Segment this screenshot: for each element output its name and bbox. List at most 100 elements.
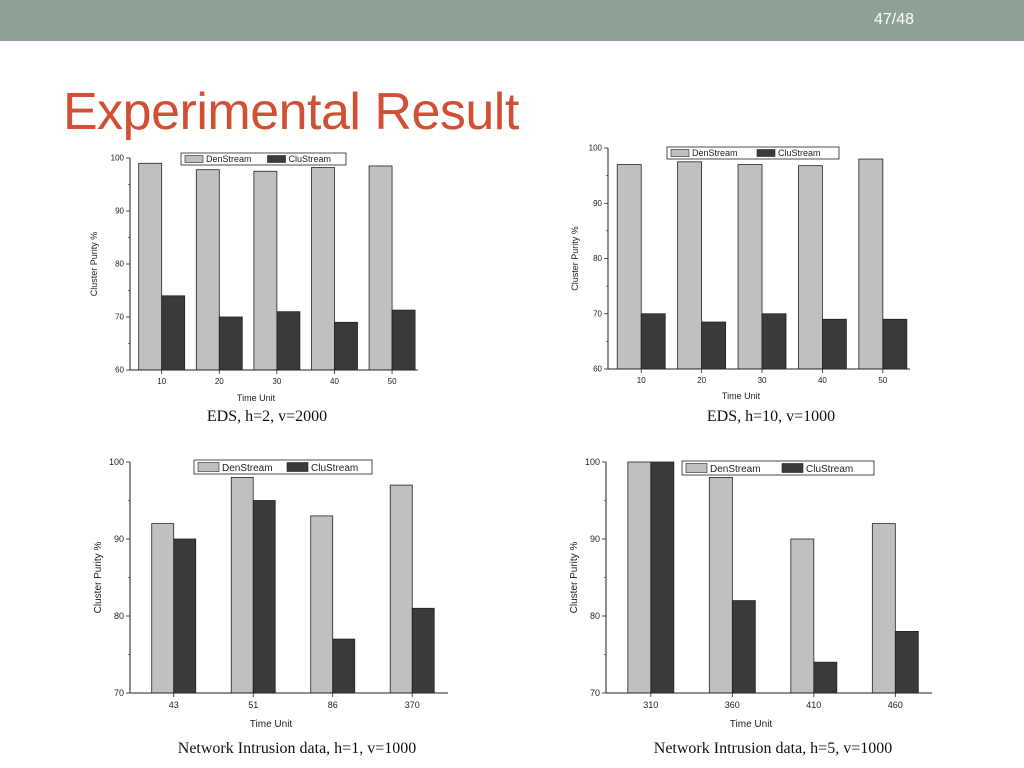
- bar-clustream-10: [161, 295, 186, 371]
- x-axis-label: Time Unit: [237, 393, 276, 403]
- x-tick-label: 460: [888, 700, 903, 710]
- x-tick-label: 30: [758, 376, 767, 385]
- bar-denstream-40: [311, 167, 335, 371]
- legend-label-denstream: DenStream: [206, 154, 252, 164]
- caption-chart-2: EDS, h=10, v=1000: [706, 408, 836, 425]
- bar-clustream-30: [761, 313, 787, 370]
- legend-label-clustream: CluStream: [778, 148, 821, 158]
- bar-clustream-20: [218, 316, 243, 371]
- x-tick-label: 50: [878, 376, 887, 385]
- y-tick-label: 100: [111, 154, 125, 163]
- bar-clustream-460: [894, 631, 919, 694]
- legend-box: [666, 146, 840, 160]
- y-tick-label: 90: [115, 207, 124, 216]
- legend-swatch-clustream: [286, 462, 309, 472]
- x-axis-label: Time Unit: [250, 719, 293, 730]
- legend-swatch-denstream: [670, 149, 690, 157]
- bar-denstream-20: [677, 161, 703, 370]
- bar-clustream-50: [391, 309, 416, 371]
- legend-swatch-clustream: [756, 149, 776, 157]
- legend-label-clustream: CluStream: [289, 154, 332, 164]
- bar-clustream-30: [276, 311, 301, 371]
- bar-denstream-360: [708, 476, 733, 694]
- y-tick-label: 60: [593, 365, 602, 374]
- bar-denstream-30: [737, 164, 763, 370]
- x-tick-label: 40: [818, 376, 827, 385]
- bar-denstream-43: [151, 523, 175, 694]
- slide-title: Experimental Result: [63, 83, 519, 141]
- bar-denstream-410: [790, 538, 815, 694]
- bar-denstream-86: [310, 515, 334, 694]
- y-tick-label: 90: [593, 199, 602, 208]
- bar-clustream-40: [822, 318, 847, 370]
- x-tick-label: 370: [405, 700, 420, 710]
- x-tick-label: 410: [806, 700, 821, 710]
- bar-denstream-10: [138, 162, 163, 371]
- y-tick-label: 70: [115, 313, 124, 322]
- y-tick-label: 100: [109, 457, 124, 467]
- bar-clustream-370: [411, 607, 435, 694]
- legend-label-denstream: DenStream: [692, 148, 738, 158]
- x-tick-label: 43: [169, 700, 179, 710]
- bar-clustream-310: [650, 461, 675, 694]
- bar-denstream-50: [858, 158, 884, 370]
- y-tick-label: 60: [115, 366, 124, 375]
- x-tick-label: 310: [643, 700, 658, 710]
- bar-denstream-460: [871, 523, 896, 694]
- bar-denstream-370: [389, 484, 413, 694]
- caption-chart-3: Network Intrusion data, h=1, v=1000: [177, 740, 417, 757]
- caption-chart-1: EDS, h=2, v=2000: [206, 408, 328, 425]
- y-axis-label: Cluster Purity %: [89, 232, 99, 297]
- y-tick-label: 70: [114, 688, 124, 698]
- legend-box: [180, 152, 347, 166]
- bar-denstream-30: [253, 170, 278, 371]
- bar-clustream-360: [731, 600, 756, 694]
- x-tick-label: 20: [697, 376, 706, 385]
- y-tick-label: 80: [593, 254, 602, 263]
- slide-header-bar: 47/48: [0, 0, 1024, 41]
- y-tick-label: 80: [114, 611, 124, 621]
- y-tick-label: 100: [585, 457, 600, 467]
- legend-swatch-clustream: [267, 155, 286, 163]
- legend-label-clustream: CluStream: [311, 463, 358, 474]
- y-tick-label: 70: [593, 309, 602, 318]
- bar-clustream-410: [813, 661, 838, 694]
- legend-label-denstream: DenStream: [222, 463, 273, 474]
- x-axis-label: Time Unit: [730, 719, 773, 730]
- y-axis-label: Cluster Purity %: [570, 226, 580, 291]
- legend-box: [681, 460, 875, 476]
- page-number: 47/48: [873, 11, 914, 28]
- y-axis-label: Cluster Purity %: [93, 542, 104, 614]
- x-tick-label: 30: [272, 377, 281, 386]
- y-tick-label: 90: [114, 534, 124, 544]
- x-tick-label: 10: [157, 377, 166, 386]
- bar-clustream-43: [173, 538, 197, 694]
- y-axis-label: Cluster Purity %: [569, 542, 580, 614]
- legend-swatch-denstream: [197, 462, 220, 472]
- x-tick-label: 20: [215, 377, 224, 386]
- bar-denstream-51: [230, 476, 254, 694]
- bar-denstream-10: [616, 164, 642, 370]
- legend-swatch-denstream: [685, 463, 708, 473]
- legend-swatch-denstream: [184, 155, 204, 163]
- x-axis-label: Time Unit: [722, 391, 761, 401]
- caption-chart-4: Network Intrusion data, h=5, v=1000: [653, 740, 893, 757]
- legend-label-denstream: DenStream: [710, 464, 761, 475]
- x-tick-label: 10: [637, 376, 646, 385]
- legend-swatch-clustream: [781, 463, 804, 473]
- bar-clustream-10: [640, 313, 666, 370]
- bar-clustream-51: [252, 500, 276, 694]
- y-tick-label: 100: [589, 144, 603, 153]
- x-tick-label: 40: [330, 377, 339, 386]
- y-tick-label: 70: [590, 688, 600, 698]
- bar-denstream-50: [368, 165, 393, 371]
- bar-denstream-310: [627, 461, 652, 694]
- y-tick-label: 80: [115, 260, 124, 269]
- bar-denstream-40: [798, 165, 823, 370]
- x-tick-label: 51: [248, 700, 258, 710]
- legend-box: [193, 459, 373, 475]
- x-tick-label: 50: [388, 377, 397, 386]
- legend-label-clustream: CluStream: [806, 464, 853, 475]
- bar-denstream-20: [195, 169, 220, 371]
